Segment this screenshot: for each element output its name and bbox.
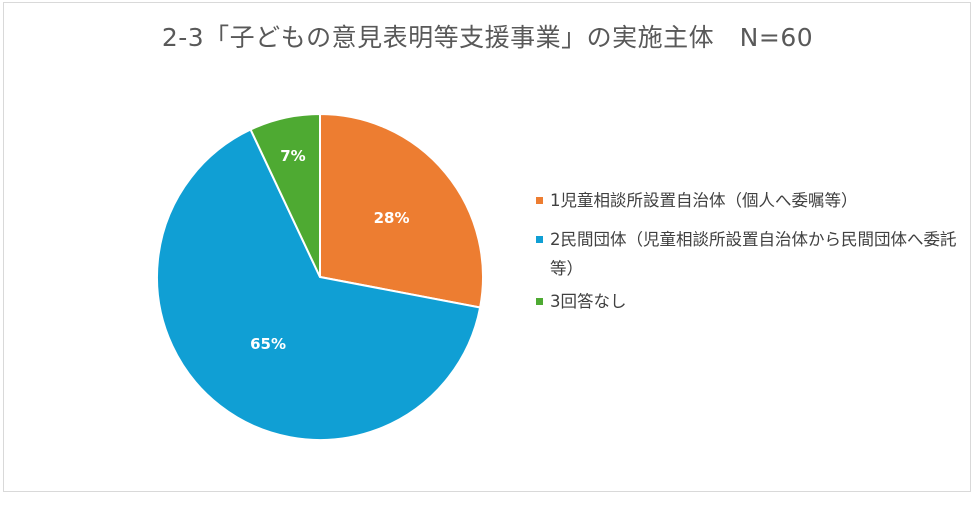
legend-item-3: 3回答なし (536, 287, 971, 316)
legend-item-1: 1児童相談所設置自治体（個人へ委嘱等） (536, 186, 971, 215)
legend-label-2: 2民間団体（児童相談所設置自治体から民間団体へ委託等） (550, 230, 957, 278)
slice-label-1: 28% (374, 209, 410, 227)
chart-title: 2-3「子どもの意見表明等支援事業」の実施主体 N=60 (161, 23, 814, 52)
legend-label-1: 1児童相談所設置自治体（個人へ委嘱等） (550, 191, 858, 210)
legend-item-2: 2民間団体（児童相談所設置自治体から民間団体へ委託等） (536, 225, 971, 283)
legend-swatch-1 (536, 197, 543, 204)
pie-slice-3 (249, 112, 321, 278)
pie-slice-2 (156, 128, 482, 441)
slice-label-3: 7% (280, 147, 305, 165)
slice-label-2: 65% (250, 335, 286, 353)
legend-label-3: 3回答なし (550, 292, 627, 311)
pie-slice-1 (319, 112, 484, 309)
legend-swatch-3 (536, 298, 543, 305)
legend-swatch-2 (536, 236, 543, 243)
legend: 1児童相談所設置自治体（個人へ委嘱等） 2民間団体（児童相談所設置自治体から民間… (536, 186, 971, 326)
